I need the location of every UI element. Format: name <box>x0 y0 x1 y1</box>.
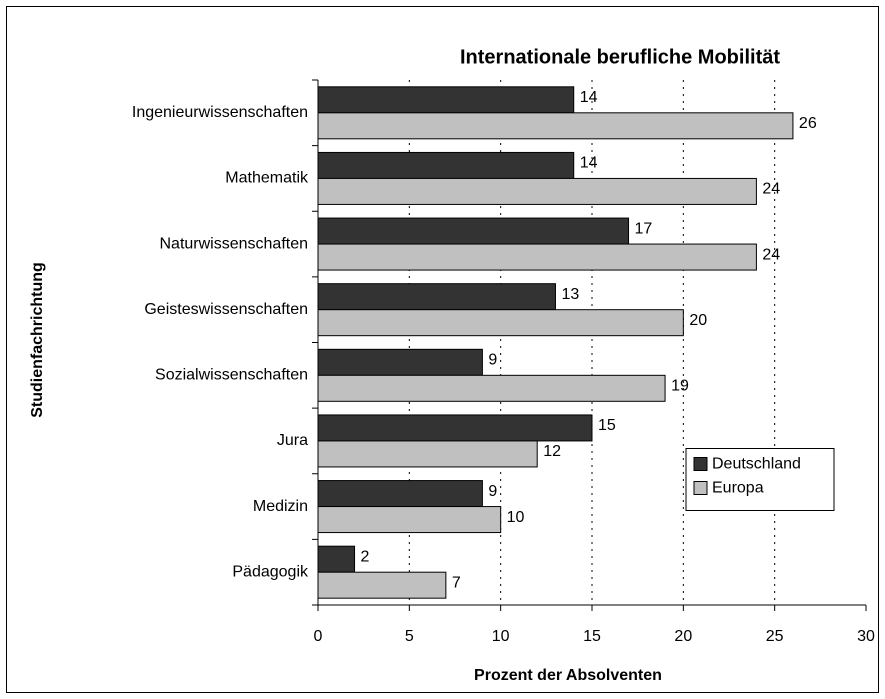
bar <box>317 283 556 311</box>
bar <box>317 112 794 140</box>
bar <box>317 86 575 114</box>
y-tick-label: Sozialwissenschaften <box>155 367 308 384</box>
data-label: 9 <box>488 352 497 369</box>
data-label: 9 <box>488 483 497 500</box>
data-label: 2 <box>361 548 370 565</box>
y-tick-label: Jura <box>277 432 308 449</box>
y-tick-label: Pädagogik <box>232 563 309 580</box>
y-tick-label: Geisteswissenschaften <box>144 301 308 318</box>
data-label: 17 <box>635 220 653 237</box>
legend-swatch <box>693 457 708 471</box>
bar <box>317 480 483 508</box>
data-label: 14 <box>580 155 598 172</box>
bar <box>317 217 630 245</box>
data-label: 19 <box>671 378 689 395</box>
data-label: 10 <box>507 509 525 526</box>
y-tick-label: Naturwissenschaften <box>159 235 308 252</box>
bar <box>317 348 483 376</box>
x-tick-label: 15 <box>583 628 601 645</box>
x-tick-label: 10 <box>492 628 510 645</box>
x-axis-title: Prozent der Absolventen <box>474 667 662 684</box>
bar <box>317 374 666 402</box>
data-label: 13 <box>561 286 579 303</box>
data-label: 24 <box>762 181 780 198</box>
legend-box <box>685 448 835 511</box>
x-tick-label: 20 <box>674 628 692 645</box>
y-tick-label: Ingenieurwissenschaften <box>132 104 308 121</box>
bar <box>317 545 356 573</box>
bar <box>317 177 757 205</box>
y-tick-label: Mathematik <box>225 170 309 187</box>
data-label: 15 <box>598 417 616 434</box>
data-label: 14 <box>580 89 598 106</box>
bar <box>317 243 757 271</box>
y-tick-label: Medizin <box>253 498 308 515</box>
data-label: 7 <box>452 574 461 591</box>
x-tick-label: 25 <box>766 628 784 645</box>
y-axis-title: Studienfachrichtung <box>29 262 46 418</box>
data-label: 20 <box>689 312 707 329</box>
x-tick-label: 0 <box>314 628 323 645</box>
bar <box>317 571 447 599</box>
bar <box>317 309 684 337</box>
bar <box>317 151 575 179</box>
legend-label: Europa <box>712 480 764 497</box>
data-label: 24 <box>762 246 780 263</box>
bar <box>317 506 502 534</box>
x-tick-label: 30 <box>857 628 875 645</box>
legend-label: Deutschland <box>712 456 801 473</box>
chart-title: Internationale berufliche Mobilität <box>460 46 780 68</box>
bar <box>317 414 593 442</box>
data-label: 26 <box>799 115 817 132</box>
data-label: 12 <box>543 443 561 460</box>
bar <box>317 440 538 468</box>
x-tick-label: 5 <box>405 628 414 645</box>
legend-swatch <box>693 481 708 495</box>
